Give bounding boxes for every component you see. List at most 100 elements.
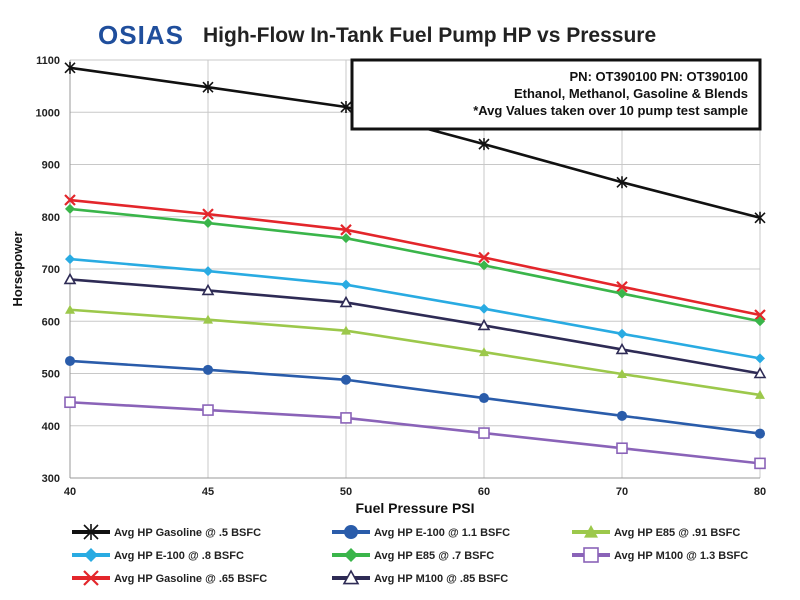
data-point (342, 569, 360, 585)
data-point (479, 347, 489, 357)
series-avg-hp-m100-85-bsfc (63, 272, 767, 379)
legend-label: Avg HP E-100 @ 1.1 BSFC (374, 527, 510, 539)
data-point (477, 318, 491, 331)
data-point (616, 176, 628, 189)
data-point (202, 404, 214, 416)
legend-item: Avg HP M100 @ 1.3 BSFC (572, 547, 748, 563)
data-point (754, 211, 766, 224)
data-point (617, 288, 627, 299)
data-point (63, 272, 77, 285)
data-point (341, 279, 351, 290)
y-axis-label: Horsepower (10, 231, 25, 306)
y-tick-label: 300 (42, 473, 60, 485)
data-point (583, 547, 599, 563)
data-point (201, 283, 215, 296)
series-avg-hp-e-100-8-bsfc (65, 254, 765, 364)
legend-item: Avg HP Gasoline @ .65 BSFC (72, 570, 267, 586)
data-point (616, 280, 628, 293)
data-point (617, 369, 627, 379)
x-tick-label: 45 (202, 486, 214, 498)
legend-item: Avg HP Gasoline @ .5 BSFC (72, 524, 261, 540)
series-line (69, 278, 761, 375)
x-tick-label: 80 (754, 486, 766, 498)
y-tick-label: 1100 (36, 55, 60, 67)
data-point (340, 412, 352, 424)
legend-label: Avg HP Gasoline @ .5 BSFC (114, 527, 261, 539)
legend-label: Avg HP M100 @ .85 BSFC (374, 573, 508, 585)
data-point (344, 548, 358, 562)
data-point (339, 295, 353, 308)
y-tick-label: 800 (42, 212, 60, 224)
x-tick-label: 40 (64, 486, 76, 498)
series-avg-hp-e85-91-bsfc (65, 304, 765, 399)
y-tick-label: 900 (42, 160, 60, 172)
data-point (344, 525, 358, 539)
info-line-1: PN: OT390100 PN: OT390100 (570, 69, 748, 84)
legend-label: Avg HP Gasoline @ .65 BSFC (114, 573, 267, 585)
data-point (584, 525, 598, 538)
data-point (478, 251, 490, 264)
x-tick-label: 60 (478, 486, 490, 498)
info-line-2: Ethanol, Methanol, Gasoline & Blends (514, 86, 748, 101)
data-point (203, 364, 213, 375)
info-line-3: *Avg Values taken over 10 pump test samp… (473, 103, 748, 118)
y-tick-label: 500 (42, 369, 60, 381)
legend-item: Avg HP E85 @ .91 BSFC (572, 525, 740, 539)
legend-label: Avg HP E85 @ .7 BSFC (374, 550, 494, 562)
data-point (64, 61, 76, 74)
data-point (341, 233, 351, 244)
data-point (617, 328, 627, 339)
legend-label: Avg HP E-100 @ .8 BSFC (114, 550, 244, 562)
x-tick-label: 50 (340, 486, 352, 498)
chart-title: High-Flow In-Tank Fuel Pump HP vs Pressu… (203, 24, 656, 47)
y-tick-label: 1000 (36, 107, 60, 119)
series-avg-hp-m100-1-3-bsfc (64, 396, 766, 470)
data-point (340, 101, 352, 114)
data-point (84, 548, 98, 562)
legend-label: Avg HP M100 @ 1.3 BSFC (614, 550, 748, 562)
info-box: PN: OT390100 PN: OT390100 Ethanol, Metha… (350, 58, 762, 131)
data-point (616, 442, 628, 455)
series-line (69, 198, 761, 317)
series-line (69, 257, 761, 360)
data-point (65, 203, 75, 214)
data-point (617, 410, 627, 421)
series-avg-hp-e85-7-bsfc (65, 203, 765, 327)
y-tick-label: 600 (42, 316, 60, 328)
data-point (64, 194, 76, 206)
data-point (202, 81, 214, 94)
data-point (65, 355, 75, 366)
data-point (203, 266, 213, 277)
data-point (64, 396, 76, 409)
series-avg-hp-e-100-1-1-bsfc (65, 355, 765, 439)
data-point (202, 208, 214, 220)
data-point (65, 304, 75, 314)
data-point (340, 224, 352, 236)
legend-item: Avg HP E-100 @ .8 BSFC (72, 548, 244, 562)
legend-item: Avg HP E85 @ .7 BSFC (332, 548, 494, 562)
legend-item: Avg HP M100 @ .85 BSFC (332, 569, 508, 585)
data-point (203, 314, 213, 324)
data-point (65, 254, 75, 265)
logo: OSIAS (98, 20, 183, 50)
data-point (755, 428, 765, 439)
data-point (341, 325, 351, 335)
data-point (478, 427, 490, 439)
series-line (69, 359, 761, 435)
y-tick-label: 400 (42, 421, 60, 433)
data-point (478, 138, 490, 151)
series-avg-hp-gasoline-65-bsfc (64, 194, 766, 321)
data-point (755, 389, 765, 399)
data-point (479, 303, 489, 314)
data-point (755, 316, 765, 327)
data-point (341, 374, 351, 385)
data-point (753, 366, 767, 379)
data-point (83, 570, 99, 586)
data-point (615, 342, 629, 355)
series-line (69, 207, 761, 323)
series-line (69, 400, 761, 465)
legend-item: Avg HP E-100 @ 1.1 BSFC (332, 525, 510, 539)
x-tick-label: 70 (616, 486, 628, 498)
